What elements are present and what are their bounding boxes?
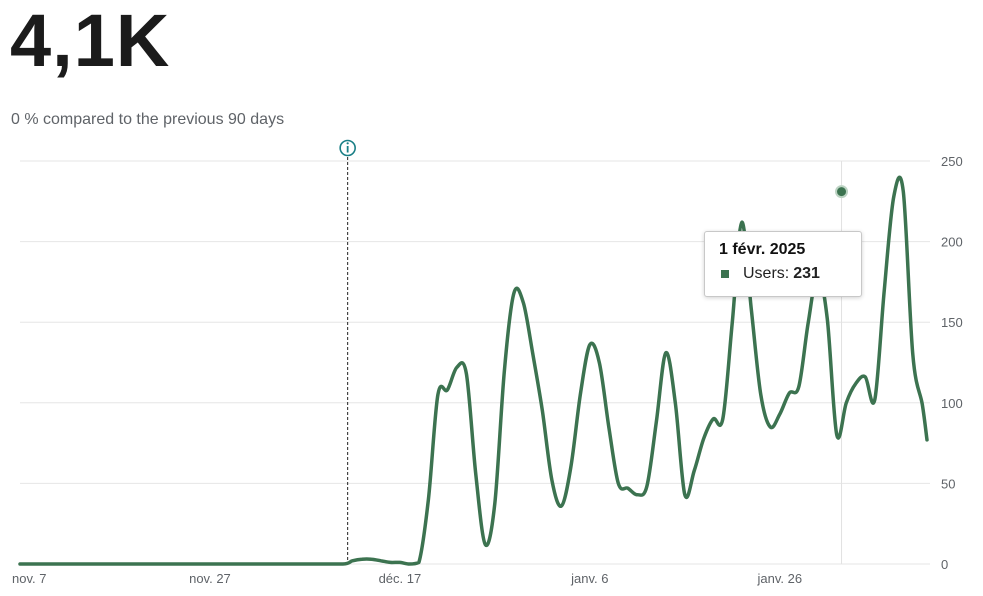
highlight-point[interactable] — [835, 185, 849, 199]
x-tick-label: nov. 7 — [12, 571, 46, 586]
x-tick-label: janv. 26 — [757, 571, 803, 586]
comparison-text: 0 % compared to the previous 90 days — [11, 111, 284, 129]
annotation-marker — [339, 139, 356, 564]
series-lines — [18, 175, 929, 566]
y-tick-label: 50 — [941, 476, 955, 491]
x-tick-label: nov. 27 — [189, 571, 231, 586]
summary-value: 4,1K — [10, 0, 171, 82]
tooltip-row: Users: 231 — [719, 265, 847, 283]
x-tick-label: janv. 6 — [570, 571, 608, 586]
x-tick-label: déc. 17 — [379, 571, 422, 586]
y-tick-label: 150 — [941, 315, 963, 330]
tooltip-series-label: Users: — [743, 265, 790, 282]
info-icon[interactable] — [339, 139, 356, 157]
chart-gridlines — [20, 160, 930, 565]
chart-tooltip: 1 févr. 2025 Users: 231 — [704, 231, 862, 297]
change-description: compared to the previous 90 days — [43, 111, 285, 128]
y-tick-label: 200 — [941, 235, 963, 250]
tooltip-series-swatch — [721, 270, 729, 278]
y-tick-label: 0 — [941, 557, 948, 572]
y-tick-label: 250 — [941, 154, 963, 169]
series-line-users — [18, 175, 929, 566]
x-axis-ticks: nov. 7 nov. 27 déc. 17 janv. 6 janv. 26 — [12, 571, 802, 586]
y-axis-ticks: 0 50 100 150 200 250 — [941, 154, 963, 572]
tooltip-value: 231 — [793, 265, 820, 282]
change-percentage: 0 % — [11, 111, 39, 128]
y-tick-label: 100 — [941, 396, 963, 411]
tooltip-date: 1 févr. 2025 — [719, 241, 806, 258]
